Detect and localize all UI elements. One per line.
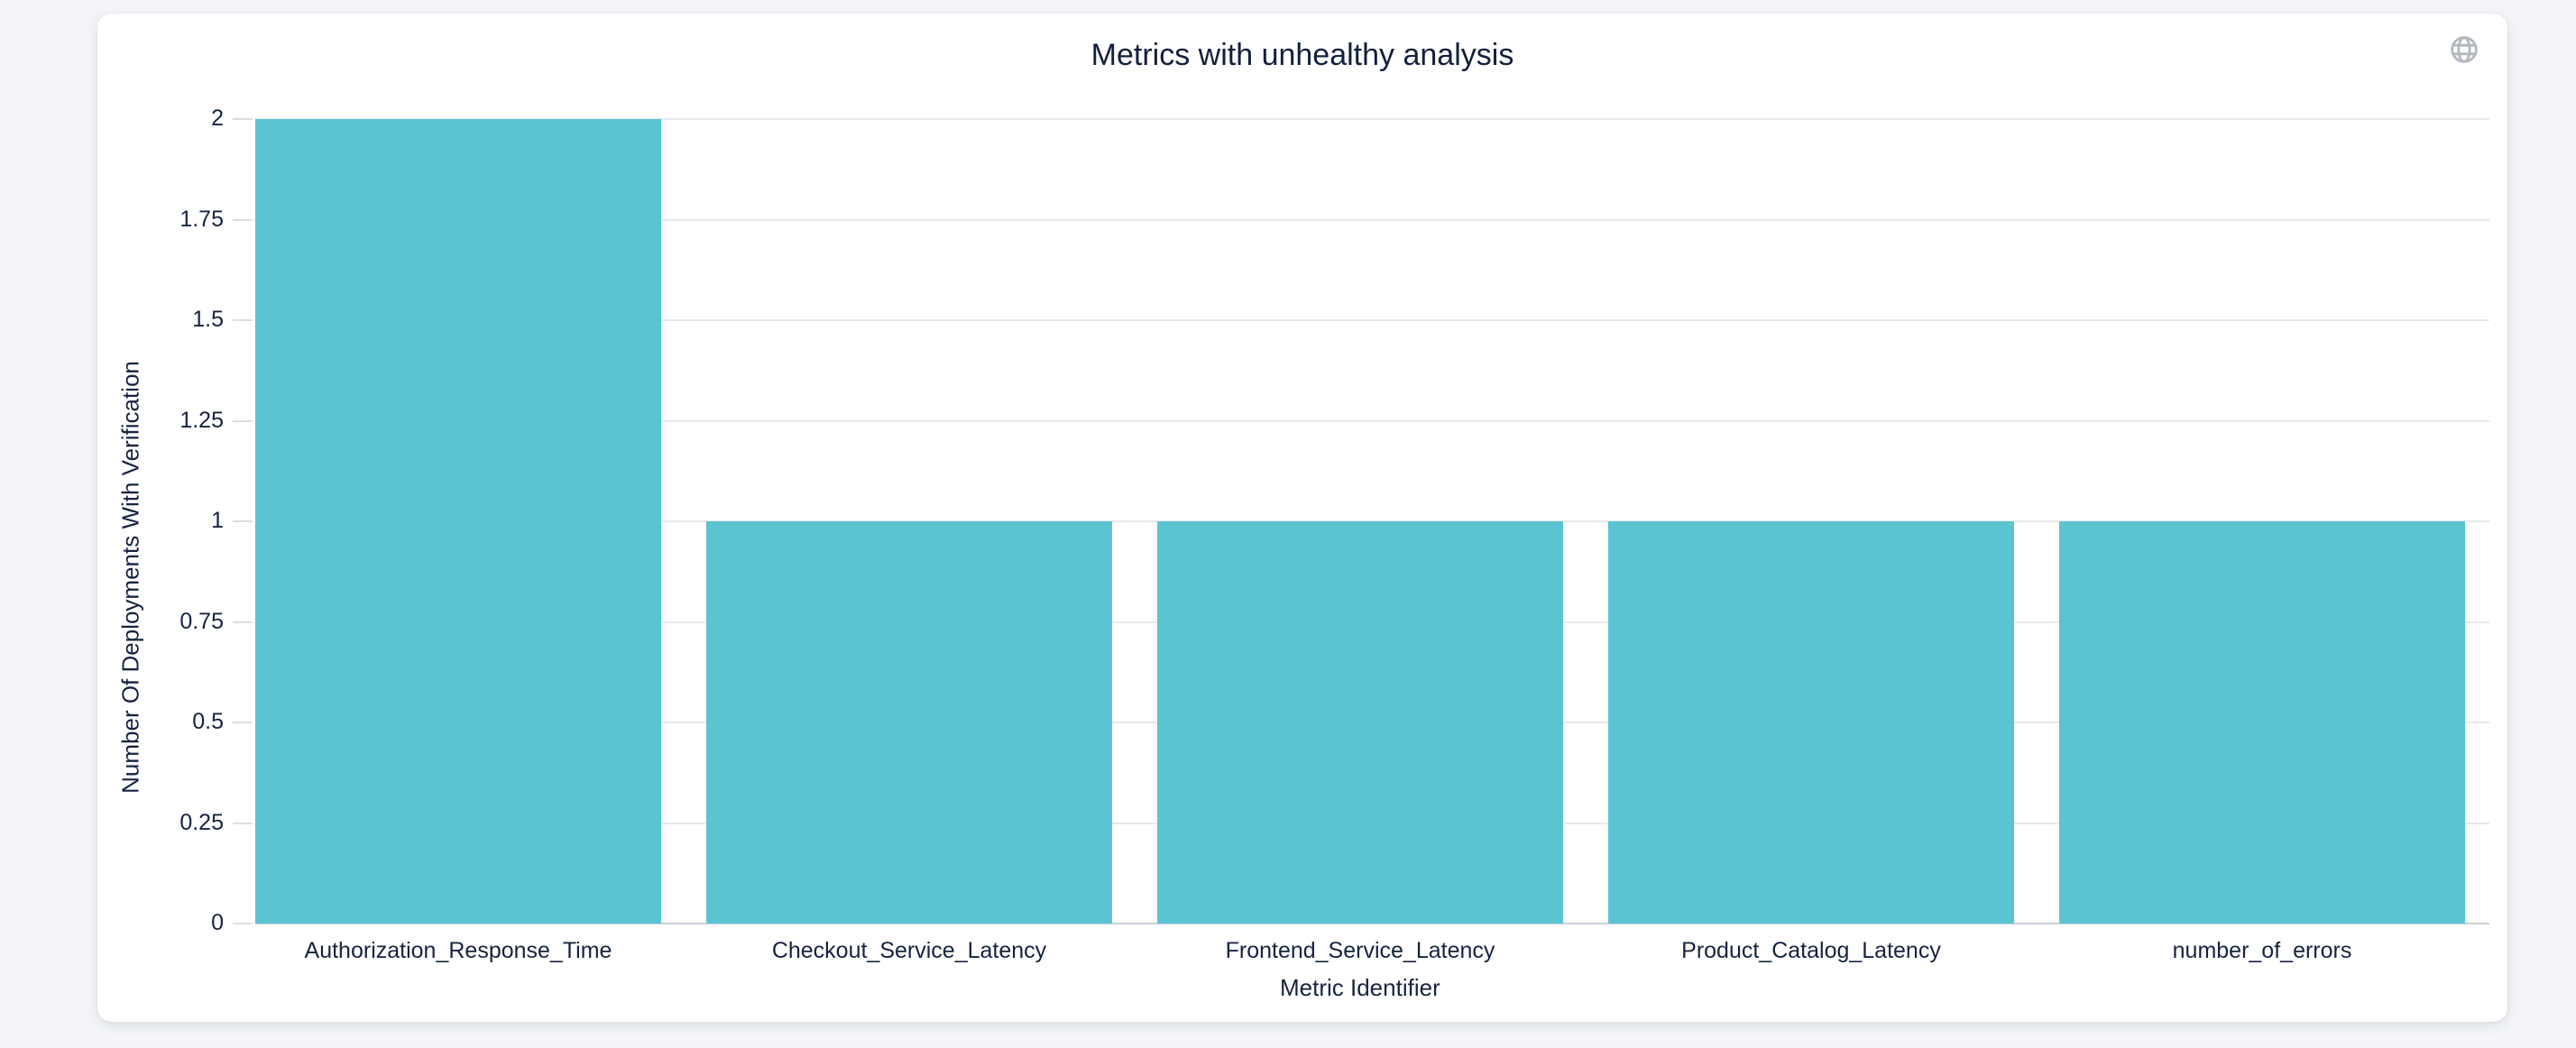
x-tick-label: Frontend_Service_Latency (1225, 938, 1495, 963)
y-axis-tick (233, 923, 253, 924)
y-axis-tick (233, 218, 253, 221)
x-tick-label: number_of_errors (2172, 938, 2352, 963)
bar-number_of_errors[interactable] (2059, 521, 2465, 924)
y-axis-tick (233, 722, 253, 723)
bar-Checkout_Service_Latency[interactable] (706, 521, 1112, 924)
gridline (255, 419, 2489, 422)
y-tick-label: 1.25 (179, 407, 224, 433)
y-axis-tick (233, 621, 253, 623)
bar-Authorization_Response_Time[interactable] (255, 119, 661, 924)
y-axis-tick (233, 319, 253, 321)
x-axis-line (255, 923, 2489, 924)
x-tick-label: Authorization_Response_Time (304, 938, 612, 963)
y-tick-label: 1 (211, 508, 224, 533)
y-tick-label: 0 (211, 910, 224, 935)
x-tick-label: Product_Catalog_Latency (1681, 938, 1941, 963)
plot-area: Number Of Deployments With Verification … (117, 107, 2489, 1001)
y-tick-label: 1.5 (192, 307, 224, 332)
gridline (255, 118, 2489, 120)
bar-Product_Catalog_Latency[interactable] (1608, 521, 2014, 924)
gridline (255, 319, 2489, 321)
x-axis-title: Metric Identifier (1280, 974, 1440, 1001)
y-axis-tick (233, 520, 253, 522)
y-tick-label: 0.5 (192, 709, 224, 734)
bar-Frontend_Service_Latency[interactable] (1157, 521, 1563, 924)
y-tick-label: 0.25 (179, 809, 224, 835)
y-axis-tick (233, 118, 253, 120)
y-axis-tick (233, 419, 253, 422)
y-tick-label: 1.75 (179, 206, 224, 232)
y-tick-label: 0.75 (179, 608, 224, 634)
gridline (255, 218, 2489, 221)
x-tick-label: Checkout_Service_Latency (771, 938, 1047, 963)
chart-title: Metrics with unhealthy analysis (1090, 38, 1514, 72)
y-tick-label: 2 (211, 106, 224, 131)
y-axis-tick (233, 822, 253, 824)
globe-icon (2451, 36, 2478, 63)
chart-card: Metrics with unhealthy analysis Number O… (97, 14, 2507, 1022)
